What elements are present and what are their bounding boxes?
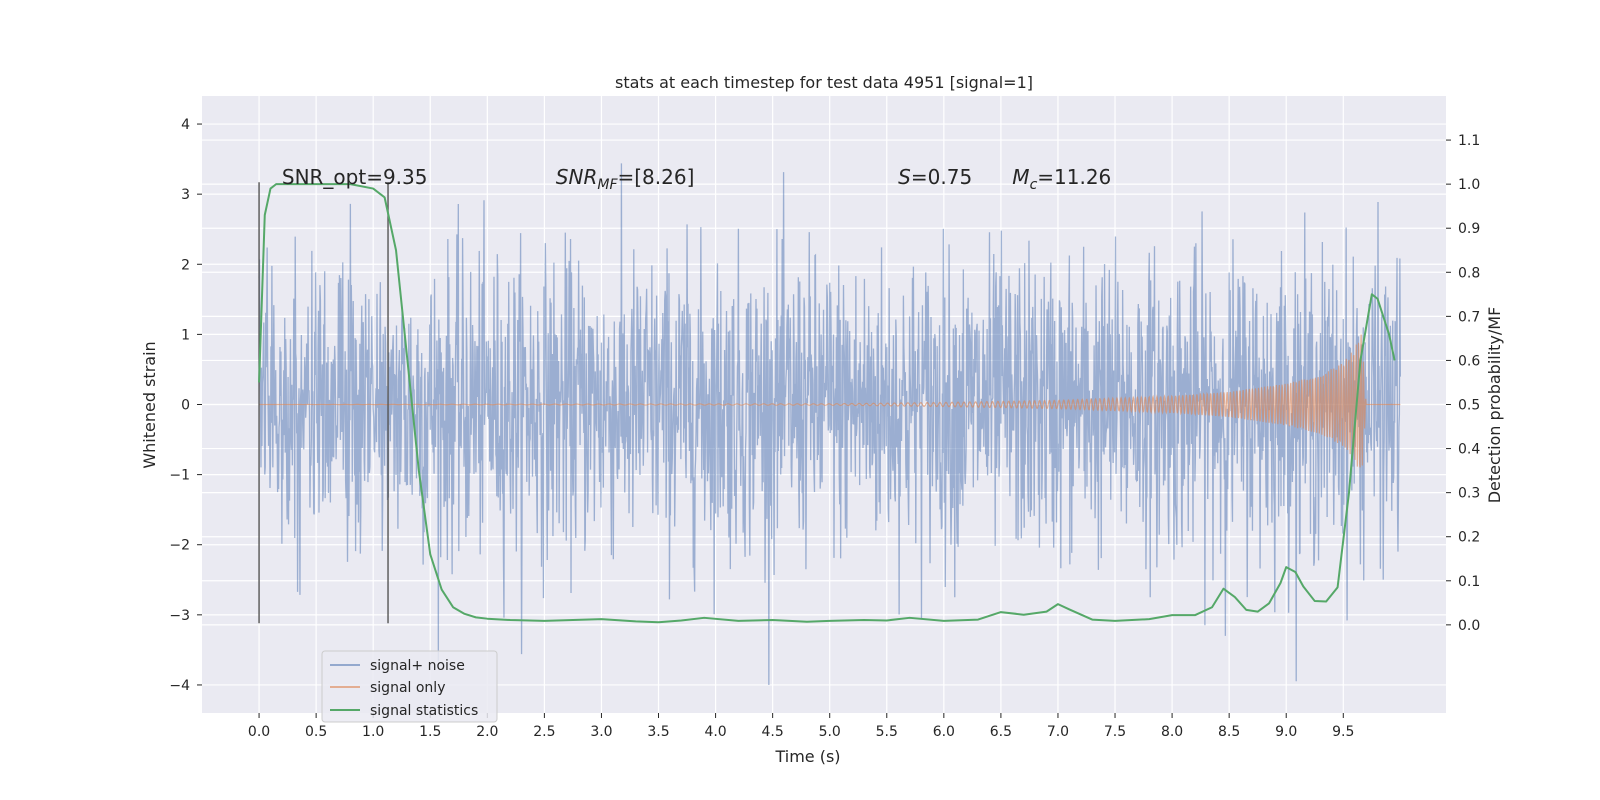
x-tick-label: 0.5: [305, 724, 327, 740]
x-tick-label: 9.5: [1332, 724, 1354, 740]
y-left-axis-label: Whitened strain: [140, 341, 159, 468]
y-left-tick-label: 0: [181, 398, 190, 414]
legend-label-noise: signal+ noise: [370, 658, 465, 674]
noise-series: [258, 163, 1401, 685]
annotations: SNR_opt=9.35 SNRMF=[8.26] S=0.75 Mc=11.26: [282, 165, 1111, 193]
y-right-axis-label: Detection probability/MF: [1485, 307, 1504, 504]
y-right-tick-label: 1.1: [1458, 133, 1480, 149]
annotation-1: SNRMF=[8.26]: [556, 165, 695, 193]
x-tick-label: 0.0: [248, 724, 270, 740]
x-tick-label: 5.0: [819, 724, 841, 740]
y-left-ticks: 4 3 2 1 0 −1 −2 −3 −4: [169, 117, 202, 694]
chart-title: stats at each timestep for test data 495…: [615, 73, 1033, 92]
x-tick-label: 7.0: [1047, 724, 1069, 740]
x-tick-label: 3.5: [647, 724, 669, 740]
y-right-tick-label: 0.9: [1458, 221, 1480, 237]
annotation-3: Mc=11.26: [1012, 165, 1111, 193]
y-right-tick-label: 0.3: [1458, 486, 1480, 502]
x-tick-label: 4.5: [762, 724, 784, 740]
signal-line: [259, 334, 1401, 468]
y-right-ticks: 1.1 1.0 0.9 0.8 0.7 0.6 0.5 0.4 0.3 0.2 0.1 0.0: [1446, 133, 1480, 634]
y-right-tick-label: 0.8: [1458, 265, 1480, 281]
legend-label-signal: signal only: [370, 680, 445, 696]
annotation-0: SNR_opt=9.35: [282, 165, 428, 189]
noise-line: [258, 163, 1401, 685]
legend-box: [321, 650, 498, 723]
x-ticks: 0.0 0.5 1.0 1.5 2.0 2.5 3.0 3.5 4.0 4.5 5.0 5.5 6.0 6…: [248, 713, 1354, 740]
x-tick-label: 6.0: [933, 724, 955, 740]
y-right-tick-label: 0.0: [1458, 618, 1480, 634]
y-left-tick-label: −3: [169, 608, 190, 624]
stats-line: [258, 183, 1396, 624]
x-tick-label: 9.0: [1275, 724, 1297, 740]
legend-label-stats: signal statistics: [370, 703, 478, 719]
x-tick-label: 2.0: [476, 724, 498, 740]
annotation-2: S=0.75: [898, 165, 972, 189]
signal-series: [259, 334, 1401, 468]
x-tick-label: 6.5: [990, 724, 1012, 740]
y-left-tick-label: −4: [169, 678, 190, 694]
y-left-tick-label: −1: [169, 468, 190, 484]
legend: signal+ noise signal only signal statist…: [321, 650, 498, 723]
y-left-tick-label: 3: [181, 187, 190, 203]
y-right-tick-label: 0.1: [1458, 574, 1480, 590]
y-left-tick-label: −2: [169, 538, 190, 554]
x-tick-label: 8.5: [1218, 724, 1240, 740]
x-tick-label: 1.0: [362, 724, 384, 740]
x-tick-label: 3.0: [590, 724, 612, 740]
x-tick-label: 4.0: [704, 724, 726, 740]
y-right-tick-label: 0.4: [1458, 442, 1480, 458]
x-tick-label: 8.0: [1161, 724, 1183, 740]
y-right-tick-label: 1.0: [1458, 177, 1480, 193]
x-tick-label: 7.5: [1104, 724, 1126, 740]
y-right-tick-label: 0.5: [1458, 398, 1480, 414]
stats-series: [258, 183, 1396, 624]
y-left-tick-label: 1: [181, 327, 190, 343]
y-right-tick-label: 0.7: [1458, 309, 1480, 325]
x-tick-label: 2.5: [533, 724, 555, 740]
y-left-tick-label: 2: [181, 257, 190, 273]
y-left-tick-label: 4: [181, 117, 190, 133]
y-right-tick-label: 0.2: [1458, 530, 1480, 546]
x-tick-label: 5.5: [876, 724, 898, 740]
vline-layer: [258, 182, 389, 624]
y-right-tick-label: 0.6: [1458, 353, 1480, 369]
x-tick-label: 1.5: [419, 724, 441, 740]
x-axis-label: Time (s): [774, 747, 840, 766]
